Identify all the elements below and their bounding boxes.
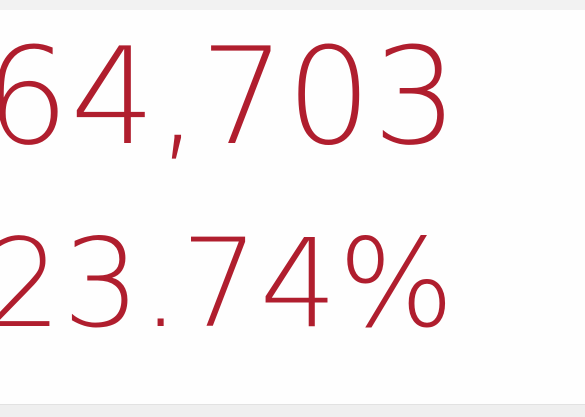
count-value: 64,703 (0, 19, 459, 175)
percent-value: 23.74% (0, 213, 456, 355)
bottom-divider (0, 404, 585, 417)
stats-panel: 64,703 23.74% (0, 10, 585, 405)
top-divider (0, 0, 585, 10)
